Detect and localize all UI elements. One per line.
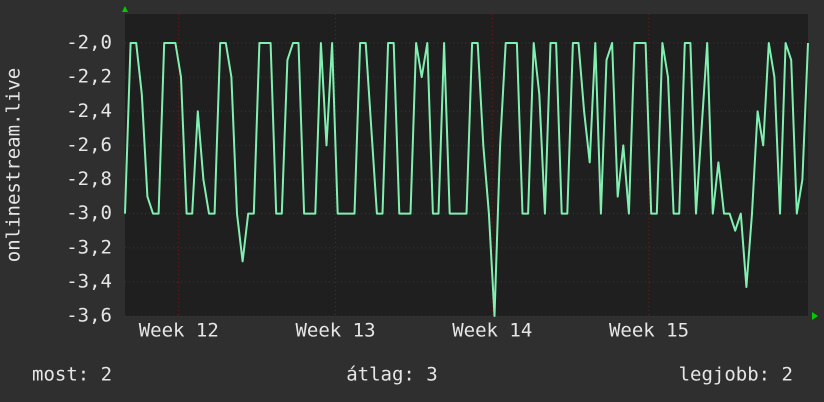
y-tick-label: -2,2 (66, 66, 112, 88)
x-tick-label: Week 15 (609, 320, 689, 342)
y-tick-label: -2,0 (66, 32, 112, 54)
y-tick-label: -3,4 (66, 270, 112, 292)
footer-text: most: 2 (32, 364, 112, 386)
y-tick-label: -3,6 (66, 305, 112, 327)
y-tick-label: -3,0 (66, 202, 112, 224)
x-tick-label: Week 12 (139, 320, 219, 342)
axis-arrow (122, 6, 128, 12)
x-tick-label: Week 13 (295, 320, 375, 342)
footer-text: átlag: 3 (346, 364, 438, 386)
footer-text: legjobb: 2 (679, 364, 793, 386)
y-axis-label: onlinestream.live (3, 68, 25, 262)
y-tick-label: -3,2 (66, 236, 112, 258)
data-line (124, 42, 809, 317)
axis-arrow (812, 312, 818, 320)
y-tick-label: -2,4 (66, 100, 112, 122)
x-tick-label: Week 14 (452, 320, 532, 342)
y-tick-label: -2,8 (66, 168, 112, 190)
y-tick-label: -2,6 (66, 134, 112, 156)
